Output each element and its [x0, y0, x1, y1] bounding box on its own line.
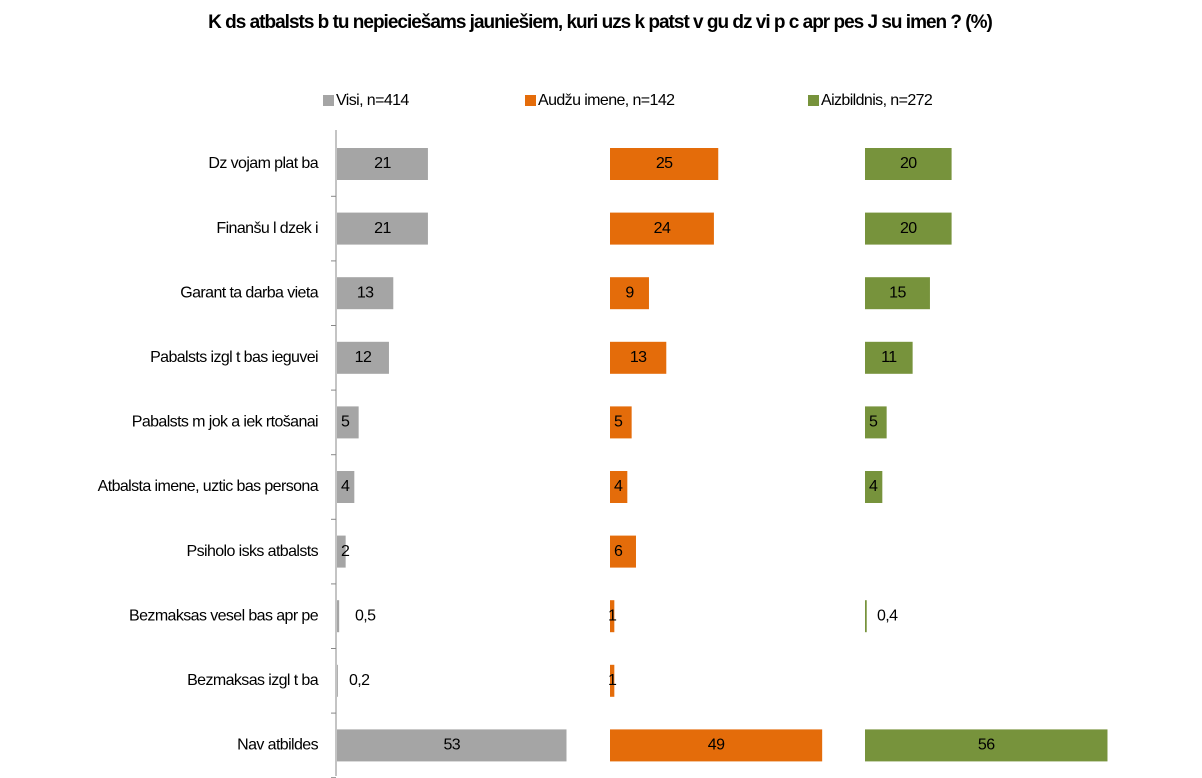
data-label: 21: [374, 220, 391, 237]
data-label: 21: [374, 155, 391, 172]
data-label: 13: [357, 284, 374, 301]
bar: [610, 277, 649, 310]
data-label: 0,2: [349, 672, 370, 689]
bar: [337, 212, 428, 245]
bar: [337, 600, 340, 633]
bar: [865, 406, 887, 439]
category-label: Bezmaksas izgl t ba: [187, 672, 319, 689]
bar: [337, 148, 428, 180]
legend-label: Aizbildnis, n=272: [821, 92, 933, 109]
bar: [865, 600, 867, 633]
bar: [337, 471, 355, 503]
data-label: 1: [608, 607, 617, 624]
data-label: 12: [355, 349, 372, 366]
data-label: 5: [869, 414, 878, 431]
data-label: 15: [889, 284, 906, 301]
data-label: 5: [614, 414, 623, 431]
data-label: 11: [881, 349, 897, 366]
data-label: 9: [625, 284, 634, 301]
data-label: 4: [614, 478, 623, 495]
bar: [865, 341, 913, 374]
bar: [337, 535, 346, 568]
legend-swatch: [525, 95, 536, 106]
data-label: 1: [608, 672, 617, 689]
bar: [865, 729, 1108, 762]
category-label: Pabalsts izgl t bas ieguvei: [150, 349, 318, 366]
bar: [865, 212, 952, 245]
chart-title: K ds atbalsts b tu nepieciešams jaunieši…: [208, 12, 993, 33]
bar: [610, 729, 823, 762]
bar: [865, 277, 930, 310]
data-label: 4: [869, 478, 878, 495]
bar: [610, 148, 719, 180]
category-label: Finanšu l dzek i: [216, 220, 318, 237]
legend-label: Visi, n=414: [336, 92, 409, 109]
bar: [337, 277, 394, 310]
legend-swatch: [808, 95, 819, 106]
bar: [865, 148, 952, 180]
data-label: 4: [341, 478, 350, 495]
category-label: Garant ta darba vieta: [180, 284, 318, 301]
data-label: 5: [341, 414, 350, 431]
data-label: 0,4: [877, 607, 898, 624]
bar: [865, 471, 883, 503]
bar: [610, 471, 628, 503]
data-label: 0,5: [355, 607, 376, 624]
data-label: 24: [654, 220, 671, 237]
bar: [337, 729, 567, 762]
bar: [610, 600, 615, 633]
data-label: 13: [630, 349, 647, 366]
data-label: 20: [900, 220, 917, 237]
category-label: Bezmaksas vesel bas apr pe: [129, 607, 319, 624]
bar: [610, 664, 615, 697]
category-label: Pabalsts m jok a iek rtošanai: [132, 414, 318, 431]
legend-swatch: [323, 95, 334, 106]
data-label: 49: [708, 737, 725, 754]
bar: [337, 664, 338, 697]
category-label: Dz vojam plat ba: [208, 155, 318, 172]
data-label: 6: [614, 543, 623, 560]
bar: [610, 406, 632, 439]
data-label: 56: [978, 737, 995, 754]
category-label: Psiholo isks atbalsts: [187, 543, 319, 560]
data-label: 2: [341, 543, 350, 560]
bar: [610, 212, 714, 245]
data-label: 20: [900, 155, 917, 172]
category-label: Nav atbildes: [237, 737, 318, 754]
data-label: 53: [443, 737, 460, 754]
legend-label: Audžu imene, n=142: [538, 92, 675, 109]
bar: [337, 406, 359, 439]
data-label: 25: [656, 155, 673, 172]
bar: [610, 535, 636, 568]
bar: [337, 341, 389, 374]
bar: [610, 341, 667, 374]
category-label: Atbalsta imene, uztic bas persona: [98, 478, 319, 495]
